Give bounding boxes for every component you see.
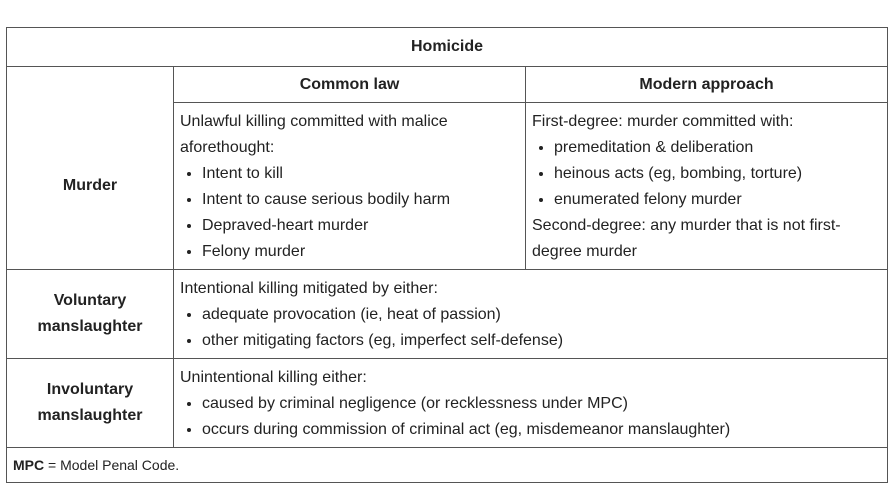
involuntary-intro: Unintentional killing either: (180, 369, 367, 386)
footnote: MPC = Model Penal Code. (5, 447, 889, 483)
list-item: heinous acts (eg, bombing, torture) (554, 161, 881, 187)
murder-first-degree-intro: First-degree: murder committed with: (532, 113, 794, 130)
voluntary-list: adequate provocation (ie, heat of passio… (180, 302, 881, 354)
row-header-line: manslaughter (37, 407, 143, 424)
voluntary-intro: Intentional killing mitigated by either: (180, 280, 438, 297)
row-header-murder: Murder (6, 102, 174, 270)
blank-corner-cell (6, 66, 174, 103)
murder-common-law-cell: Unlawful killing committed with malice a… (173, 102, 526, 270)
list-item: Depraved-heart murder (202, 213, 519, 239)
list-item: Intent to kill (202, 161, 519, 187)
list-item: other mitigating factors (eg, imperfect … (202, 328, 881, 354)
column-header-row: Common law Modern approach (6, 66, 889, 103)
footnote-text: = Model Penal Code. (44, 457, 180, 473)
row-header-line: Voluntary (53, 292, 127, 309)
murder-row: Murder Unlawful killing committed with m… (6, 102, 889, 270)
column-header-common-law: Common law (173, 66, 526, 103)
footnote-row: MPC = Model Penal Code. (5, 447, 889, 483)
murder-second-degree-text: Second-degree: any murder that is not fi… (532, 217, 841, 260)
involuntary-manslaughter-cell: Unintentional killing either: caused by … (172, 358, 889, 448)
row-header-voluntary-manslaughter: Voluntary manslaughter (6, 269, 174, 359)
murder-first-degree-list: premeditation & deliberation heinous act… (532, 135, 881, 213)
row-header-line: manslaughter (37, 318, 143, 335)
homicide-table: Homicide Common law Modern approach Murd… (5, 27, 889, 483)
list-item: Felony murder (202, 239, 519, 265)
footnote-abbreviation: MPC (13, 457, 45, 473)
involuntary-manslaughter-row: Involuntary manslaughter Unintentional k… (6, 358, 889, 448)
murder-common-law-list: Intent to kill Intent to cause serious b… (180, 161, 519, 265)
column-header-modern-approach: Modern approach (524, 66, 889, 103)
murder-common-law-intro: Unlawful killing committed with malice a… (180, 113, 448, 156)
list-item: occurs during commission of criminal act… (202, 417, 881, 443)
title-row: Homicide (5, 27, 889, 67)
voluntary-manslaughter-cell: Intentional killing mitigated by either:… (172, 269, 889, 359)
list-item: enumerated felony murder (554, 187, 881, 213)
list-item: Intent to cause serious bodily harm (202, 187, 519, 213)
list-item: caused by criminal negligence (or reckle… (202, 391, 881, 417)
involuntary-list: caused by criminal negligence (or reckle… (180, 391, 881, 443)
row-header-line: Involuntary (46, 381, 134, 398)
list-item: premeditation & deliberation (554, 135, 881, 161)
table-title: Homicide (5, 27, 889, 67)
murder-modern-cell: First-degree: murder committed with: pre… (524, 102, 889, 270)
voluntary-manslaughter-row: Voluntary manslaughter Intentional killi… (6, 269, 889, 359)
list-item: adequate provocation (ie, heat of passio… (202, 302, 881, 328)
row-header-involuntary-manslaughter: Involuntary manslaughter (6, 358, 174, 448)
